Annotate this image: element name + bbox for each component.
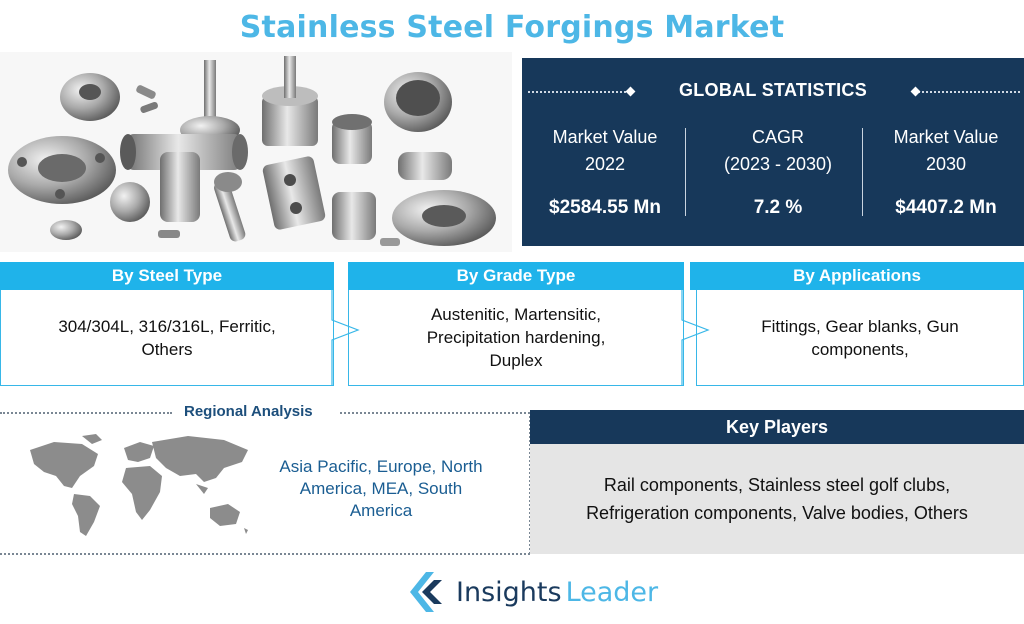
stat-value: 7.2 % <box>753 197 803 218</box>
stat-value: $4407.2 Mn <box>895 197 997 218</box>
segment-steel-type-header: By Steel Type <box>0 262 334 290</box>
segment-grade-type-header: By Grade Type <box>348 262 684 290</box>
segment-applications-header: By Applications <box>690 262 1024 290</box>
world-map-icon <box>30 434 248 536</box>
segment-grade-type-body: Austenitic, Martensitic, Precipitation h… <box>348 290 684 386</box>
insights-leader-logo-icon <box>410 572 442 612</box>
segment-steel-type-text: 304/304L, 316/316L, Ferritic, Others <box>58 316 276 359</box>
forged-parts-photo-icon <box>0 52 512 252</box>
stat-label: Market Value <box>552 127 658 147</box>
stat-market-value-2030: Market Value 2030 $4407.2 Mn <box>868 124 1024 221</box>
segment-applications-body: Fittings, Gear blanks, Gun components, <box>696 290 1024 386</box>
dotted-divider <box>0 553 530 555</box>
brand-word-insights: Insights <box>456 576 562 608</box>
dotted-divider <box>0 412 172 414</box>
page-title: Stainless Steel Forgings Market <box>239 10 785 45</box>
chevron-right-icon <box>331 290 360 386</box>
stat-market-value-2022: Market Value 2022 $2584.55 Mn <box>530 124 680 221</box>
global-statistics-panel: GLOBAL STATISTICS Market Value 2022 $258… <box>522 58 1024 246</box>
stat-label: Market Value <box>893 127 999 147</box>
segment-applications-text: Fittings, Gear blanks, Gun components, <box>761 316 959 359</box>
stat-label: 2030 <box>925 154 967 174</box>
stat-divider <box>862 128 863 216</box>
regional-analysis-title: Regional Analysis <box>184 403 313 420</box>
stat-label: 2022 <box>584 154 626 174</box>
dotted-divider <box>340 412 530 414</box>
global-statistics-title: GLOBAL STATISTICS <box>678 80 868 100</box>
stat-divider <box>685 128 686 216</box>
segment-steel-type-body: 304/304L, 316/316L, Ferritic, Others <box>0 290 334 386</box>
key-players-header: Key Players <box>530 410 1024 444</box>
stat-value: $2584.55 Mn <box>549 197 661 218</box>
key-players-text: Rail components, Stainless steel golf cl… <box>586 475 968 523</box>
stat-label: CAGR <box>751 127 804 147</box>
global-statistics-header: GLOBAL STATISTICS <box>522 80 1024 104</box>
chevron-right-icon <box>681 290 710 386</box>
segment-grade-type-text: Austenitic, Martensitic, Precipitation h… <box>426 305 606 370</box>
stat-cagr: CAGR (2023 - 2030) 7.2 % <box>692 124 864 221</box>
stat-label: (2023 - 2030) <box>723 154 833 174</box>
key-players-body: Rail components, Stainless steel golf cl… <box>530 444 1024 554</box>
regional-analysis-regions: Asia Pacific, Europe, North America, MEA… <box>279 457 483 520</box>
dotted-divider <box>918 91 1020 93</box>
insights-leader-logo: Insights Leader <box>404 570 658 614</box>
dotted-divider <box>528 91 630 93</box>
brand-word-leader: Leader <box>565 576 659 608</box>
